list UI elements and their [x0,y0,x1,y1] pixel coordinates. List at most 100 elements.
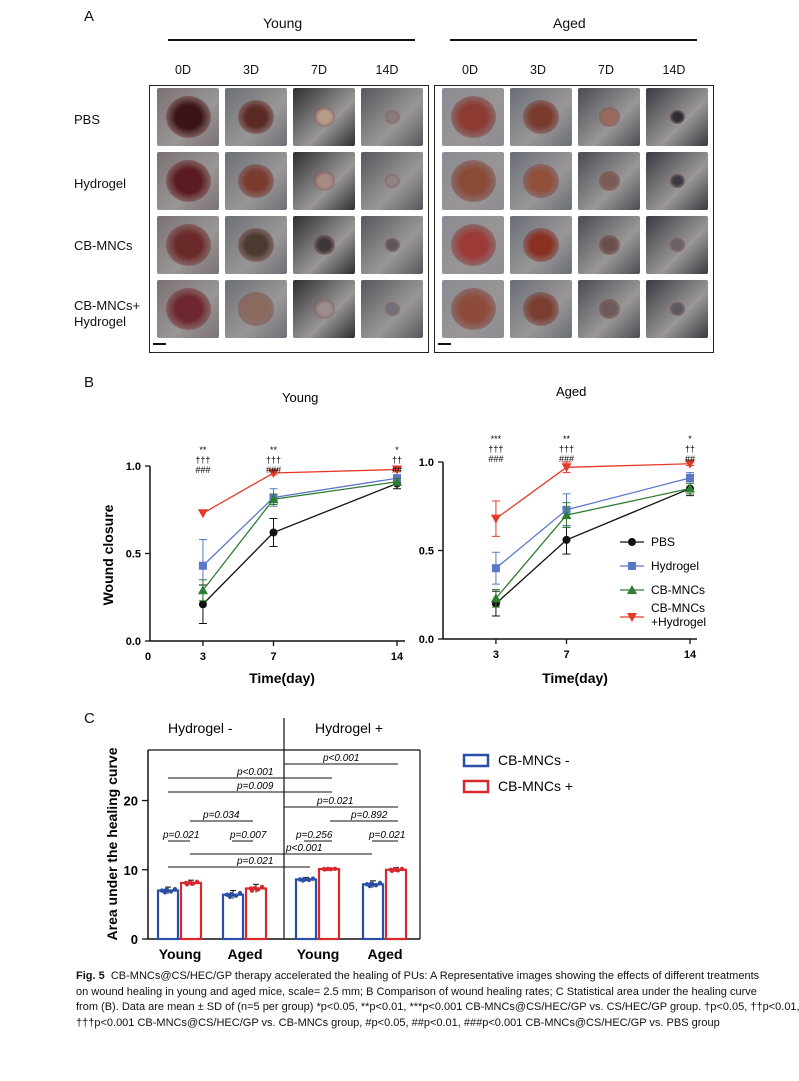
data-dot [190,881,196,886]
data-point-cb-mncs-hydrogel [685,459,695,469]
wound-area [238,164,274,198]
data-point-cb-mncs [561,510,572,520]
wound-photo-young-r3-c3 [293,216,355,274]
wound-area [450,224,496,266]
wound-photo-young-r4-c2 [225,280,287,338]
group-title-young: Young [263,15,303,31]
wound-photo-young-r1-c2 [225,88,287,146]
bar-cb-mncs-plus [384,868,408,941]
x-category-label: Young [297,946,340,962]
caption-line-4: †††p<0.001 CB-MNCs@CS/HEC/GP vs. CB-MNCs… [76,1016,720,1029]
wound-photo-young-r1-c4 [361,88,423,146]
data-point-cb-mncs-hydrogel [561,463,572,473]
data-dot [306,877,312,883]
col-label-aged-0d: 0D [462,63,478,77]
wound-area [523,292,559,326]
data-point-cb-mncs-hydrogel [490,514,501,524]
wound-photo-aged-r1-c2 [510,88,572,146]
wound-photo-aged-r2-c2 [510,152,572,210]
wound-area [669,238,685,252]
legend-label-pbs: PBS [651,535,675,549]
p-value-label: p=0.021 [162,830,199,841]
data-point-cb-mncs-hydrogel [197,509,208,519]
wound-photo-aged-r2-c4 [646,152,708,210]
y-tick-label: 1.0 [419,457,434,469]
wound-area [165,160,211,202]
wound-area [238,100,274,134]
data-dot [194,879,200,885]
panel-c-letter: C [84,710,95,727]
data-point-hydrogel [686,473,694,482]
wound-photo-young-r4-c1 [157,280,219,338]
bar-cb-mncs-minus [221,893,245,941]
data-dot [259,884,265,890]
x-axis-label-young: Time(day) [249,670,315,686]
x-tick-label: 3 [493,649,499,661]
data-point-pbs [269,528,278,537]
scale-bar-young [153,343,166,345]
y-tick-label: 0.5 [419,546,434,558]
p-value-label: p=0.021 [236,856,273,867]
caption-text-1: CB-MNCs@CS/HEC/GP therapy accelerated th… [110,970,760,982]
row-label-cb-mncs: CB-MNCs [74,238,133,253]
data-dot [322,867,328,872]
significance-mark: ## [392,465,402,475]
col-label-aged-7d: 7D [598,63,614,77]
wound-photo-aged-r4-c4 [646,280,708,338]
data-dot [168,889,174,894]
wound-area [450,288,496,330]
group-underline-aged [450,39,697,41]
wound-area [523,164,559,198]
data-dot [172,887,178,892]
wound-photo-young-r2-c2 [225,152,287,210]
bar-cb-mncs-minus [294,878,318,941]
data-point-cb-mncs [685,483,695,493]
p-value-label: p=0.034 [202,810,240,821]
wound-area [450,96,496,138]
wound-photo-aged-r3-c1 [442,216,504,274]
caption-line-1: Fig. 5 CB-MNCs@CS/HEC/GP therapy acceler… [76,969,799,985]
chart-title-young: Young [282,390,318,405]
p-value-label: p=0.021 [316,796,353,807]
x-tick-label: 0 [145,651,151,663]
bar-cb-mncs-plus [244,887,268,941]
group-label-hydrogel-plus: Hydrogel + [315,720,383,736]
legend-marker-cb-mncs-hydrogel [627,613,637,622]
col-label-young-14d: 14D [375,63,399,77]
data-dot [255,887,261,892]
wound-photo-young-r1-c1 [157,88,219,146]
wound-area [313,235,335,255]
wound-photo-young-r2-c4 [361,152,423,210]
significance-mark: †† [685,444,695,454]
y-tick-label: 0 [131,932,138,947]
legend-box-cb-mncs-minus [462,753,490,768]
wound-photo-aged-r2-c1 [442,152,504,210]
row-label-hydrogel: Hydrogel [74,176,127,191]
significance-mark: †† [392,455,402,465]
legend-marker-hydrogel [628,562,636,570]
significance-mark: ** [270,445,278,455]
wound-photo-aged-r1-c3 [578,88,640,146]
bar-cb-mncs-minus [156,889,180,941]
scale-bar-aged [438,343,451,345]
col-label-aged-3d: 3D [530,63,546,77]
wound-area [669,174,685,188]
data-dot [233,893,239,898]
data-point-hydrogel [491,564,500,573]
p-value-label: p=0.892 [350,810,388,821]
legend-label-cb-mncs-plus: CB-MNCs + [498,778,573,794]
data-dot [332,866,338,872]
x-category-label: Aged [368,946,403,962]
significance-mark: ### [195,465,210,475]
wound-photo-aged-r1-c4 [646,88,708,146]
legend-b: PBS Hydrogel CB-MNCs CB-MNCs +Hydrogel [620,535,706,629]
significance-mark: ** [199,445,207,455]
group-underline-young [168,39,415,41]
wound-photo-young-r3-c2 [225,216,287,274]
panel-b-letter: B [84,374,95,391]
y-tick-label: 20 [124,794,138,809]
p-value-label: p<0.001 [322,753,359,764]
x-tick-label: 14 [684,649,697,661]
wound-area [450,160,496,202]
col-label-aged-14d: 14D [662,63,686,77]
